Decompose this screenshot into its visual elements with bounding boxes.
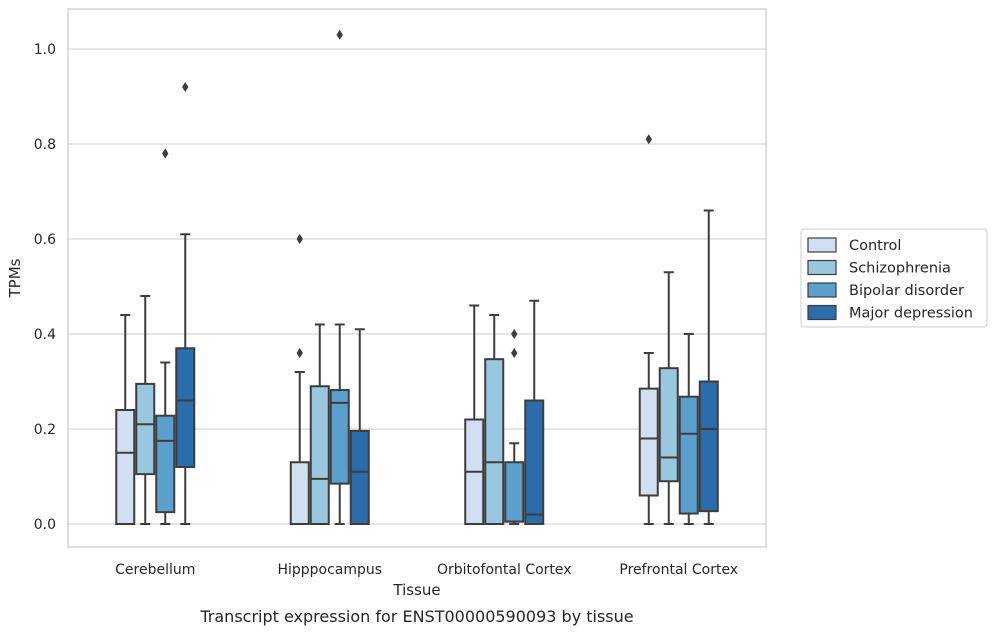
box-group: [638, 134, 659, 525]
outlier-point: [296, 234, 303, 244]
legend-swatch: [807, 237, 837, 253]
outlier-point: [645, 134, 652, 145]
y-tick-label: 0.6: [34, 232, 56, 248]
x-tick-label: Cerebellum: [115, 562, 195, 578]
y-tick-label: 0.2: [34, 422, 56, 438]
box: [638, 387, 659, 497]
box-group: [504, 329, 525, 525]
outlier-point: [182, 82, 189, 92]
box-group: [698, 209, 719, 525]
x-tick-labels: Cerebellum Hipppocampus Orbitofontal Corte…: [115, 562, 738, 578]
y-tick-label: 0.0: [34, 517, 56, 533]
y-tick-label: 0.8: [34, 137, 56, 153]
legend-label: Major depression: [849, 306, 973, 322]
legend-item: Bipolar disorder: [807, 282, 964, 299]
box: [484, 358, 505, 525]
box-group: [658, 271, 679, 525]
x-tick-label: Orbitofontal Cortex: [437, 562, 572, 578]
legend-swatch: [807, 259, 837, 276]
x-tick-label: Prefrontal Cortex: [619, 562, 738, 578]
legend-label: Bipolar disorder: [849, 283, 964, 299]
legend: Control Schizophrenia Bipolar disorder Majo…: [800, 228, 988, 328]
box-group: [289, 234, 310, 525]
box-group: [115, 314, 136, 525]
legend-swatch: [807, 282, 837, 298]
box-group: [678, 333, 699, 525]
outlier-point: [296, 348, 303, 358]
legend-label: Schizophrenia: [849, 261, 951, 277]
chart-caption: Transcript expression for ENST0000059009…: [199, 607, 633, 626]
box: [698, 380, 719, 513]
box: [175, 347, 196, 468]
x-axis-label: Tissue: [392, 581, 440, 599]
y-axis-label: TPMs: [6, 258, 24, 298]
legend-item: Major depression: [807, 304, 973, 322]
box-group: [349, 328, 370, 525]
box-group: [309, 323, 330, 525]
box: [309, 385, 330, 525]
box: [155, 414, 176, 514]
legend-item: Control: [807, 237, 901, 254]
legend-item: Schizophrenia: [807, 259, 951, 277]
outlier-point: [511, 329, 518, 339]
box-group: [524, 299, 545, 525]
box-plot-groups: [115, 29, 719, 525]
box: [329, 389, 350, 485]
y-tick-labels: 0.0 0.2 0.4 0.6 0.8 1.0: [34, 42, 56, 533]
box: [349, 429, 370, 525]
box: [504, 461, 525, 523]
box: [135, 382, 156, 476]
box: [115, 409, 136, 525]
box: [658, 367, 679, 483]
box-group: [155, 148, 176, 525]
legend-swatch: [807, 304, 837, 321]
outlier-point: [162, 148, 169, 159]
legend-frame: [800, 228, 988, 328]
box-group: [464, 304, 485, 525]
y-tick-label: 1.0: [34, 42, 56, 58]
box-group: [484, 314, 505, 525]
box-group: [175, 82, 196, 525]
box: [678, 395, 699, 515]
outlier-point: [511, 348, 518, 358]
box-group: [135, 295, 156, 525]
plot-area-frame: [67, 8, 767, 548]
x-tick-label: Hipppocampus: [277, 562, 382, 578]
box: [289, 461, 310, 525]
outlier-point: [336, 29, 343, 40]
y-tick-label: 0.4: [34, 327, 56, 343]
box-group: [329, 29, 350, 525]
box: [524, 399, 545, 525]
legend-label: Control: [849, 238, 901, 254]
